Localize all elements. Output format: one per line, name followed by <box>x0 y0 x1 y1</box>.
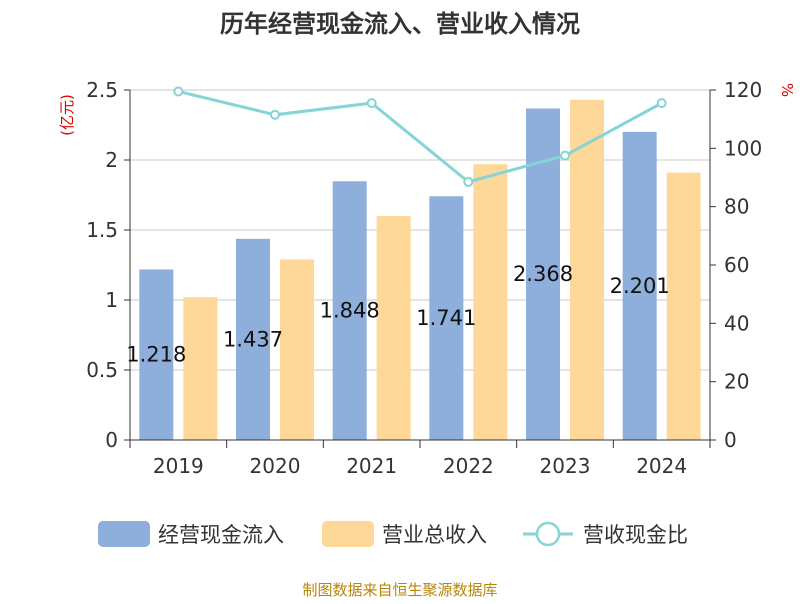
cash-inflow-value-label: 1.848 <box>320 299 380 323</box>
ratio-point <box>173 86 184 97</box>
left-tick-label: 2 <box>105 148 118 172</box>
ratio-point <box>560 150 570 161</box>
right-tick-label: 120 <box>724 78 762 102</box>
legend-swatch-cash-inflow <box>98 521 150 547</box>
cash-inflow-bar <box>139 269 174 440</box>
cash-inflow-bar <box>429 196 464 440</box>
legend: 经营现金流入 营业总收入 营收现金比 <box>98 521 688 547</box>
grid <box>130 89 710 371</box>
x-tick-label: 2019 <box>153 454 204 478</box>
cash-inflow-value-label: 1.437 <box>223 327 283 351</box>
right-tick-label: 60 <box>724 253 749 277</box>
left-axis-unit: (亿元) <box>58 94 76 136</box>
x-tick-label: 2023 <box>540 454 591 478</box>
data-labels: 1.218 1.437 1.848 1.741 2.368 2.201 <box>126 262 669 367</box>
cash-inflow-bar <box>622 131 657 441</box>
x-tick-label: 2024 <box>636 454 687 478</box>
revenue-bar <box>183 297 218 440</box>
right-tick-label: 100 <box>724 136 762 160</box>
ratio-series-line <box>177 90 663 184</box>
legend-label-revenue: 营业总收入 <box>382 523 487 547</box>
x-tick-label: 2020 <box>250 454 301 478</box>
revenue-bar <box>666 172 701 440</box>
legend-label-ratio: 营收现金比 <box>583 523 688 547</box>
legend-swatch-revenue <box>322 521 374 547</box>
legend-label-cash-inflow: 经营现金流入 <box>158 523 284 547</box>
revenue-bar <box>473 164 508 440</box>
cash-inflow-value-label: 1.741 <box>416 306 476 330</box>
right-tick-label: 80 <box>724 195 749 219</box>
right-tick-label: 0 <box>724 428 737 452</box>
cash-inflow-bar <box>236 238 270 440</box>
ratio-point <box>366 98 377 109</box>
cash-inflow-value-label: 2.201 <box>610 274 670 298</box>
left-tick-label: 2.5 <box>86 78 118 102</box>
legend-swatch-ratio-marker <box>535 521 561 547</box>
cash-inflow-value-label: 2.368 <box>513 262 573 286</box>
source-note: 制图数据来自恒生聚源数据库 <box>302 581 497 599</box>
revenue-bar <box>570 99 604 441</box>
left-tick-label: 1.5 <box>86 218 118 242</box>
chart-title: 历年经营现金流入、营业收入情况 <box>220 10 580 38</box>
left-tick-label: 0.5 <box>86 358 118 382</box>
revenue-bar <box>280 259 314 440</box>
ratio-point <box>656 98 667 109</box>
bars <box>139 99 701 441</box>
cash-inflow-bar <box>332 181 367 440</box>
x-tick-label: 2022 <box>443 454 494 478</box>
x-tick-label: 2021 <box>346 454 397 478</box>
left-tick-label: 1 <box>105 288 118 312</box>
ratio-point <box>463 176 474 187</box>
ratio-line <box>173 86 667 187</box>
right-axis-unit: % <box>778 83 796 97</box>
right-tick-label: 40 <box>724 311 749 335</box>
axes: 0 0.5 1 1.5 2 2.5 0 20 40 60 80 100 120 2019 2020 2021 2… <box>86 78 762 478</box>
revenue-bar <box>376 216 411 440</box>
left-tick-label: 0 <box>105 428 118 452</box>
right-tick-label: 20 <box>724 370 749 394</box>
ratio-point <box>270 109 280 120</box>
cash-inflow-value-label: 1.218 <box>126 343 186 367</box>
